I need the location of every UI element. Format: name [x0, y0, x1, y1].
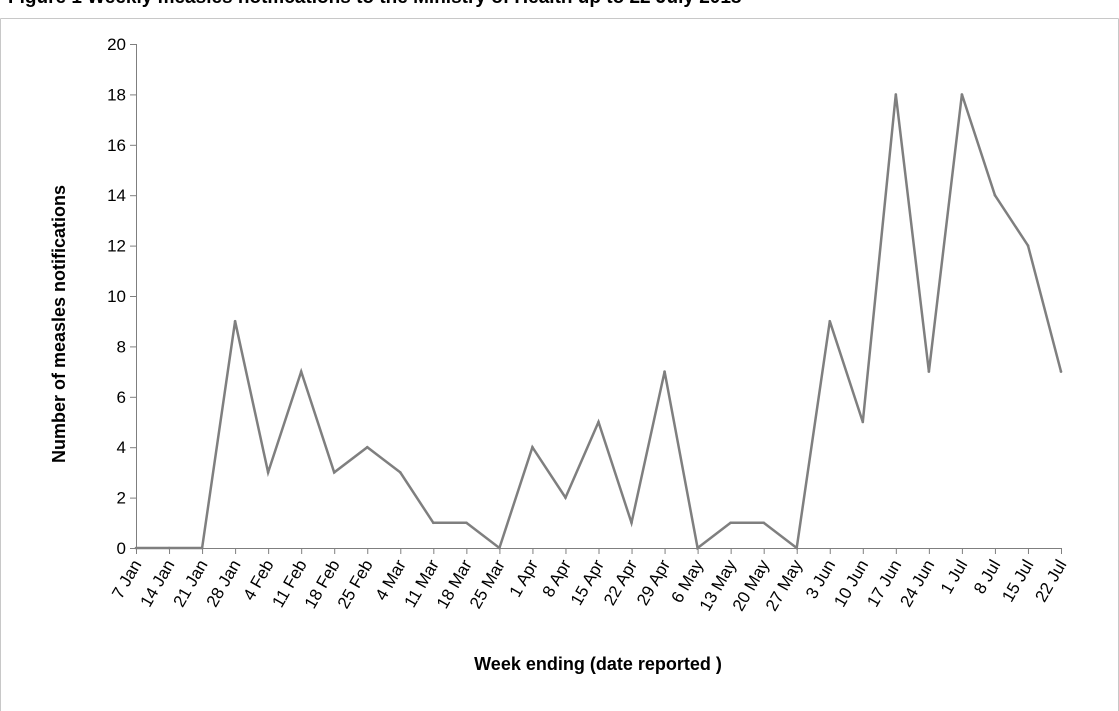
x-axis-label: Week ending (date reported )	[474, 654, 722, 674]
data-point	[696, 546, 699, 550]
x-tick-label: 29 Apr	[633, 556, 674, 608]
data-point	[299, 370, 303, 373]
data-point	[828, 319, 832, 323]
data-point	[630, 521, 633, 525]
data-point	[134, 546, 138, 550]
data-point	[233, 319, 237, 323]
chart-title: Figure 1 Weekly measles notifications to…	[8, 0, 741, 9]
y-tick-label: 16	[107, 136, 126, 155]
x-tick-label: 8 Jul	[970, 557, 1004, 598]
data-point	[332, 471, 336, 474]
data-point	[894, 93, 898, 96]
x-tick-label: 1 Jul	[937, 557, 971, 598]
x-tick-label: 15 Jul	[998, 557, 1037, 606]
x-tick-label: 1 Apr	[506, 556, 542, 600]
y-tick-label: 0	[117, 539, 126, 558]
title-area: Figure 1 Weekly measles notifications to…	[0, 0, 1119, 18]
data-point	[663, 370, 666, 373]
data-point	[861, 420, 865, 424]
y-tick-label: 12	[107, 237, 126, 256]
y-tick-label: 6	[117, 388, 126, 407]
x-tick-label: 22 Jul	[1031, 557, 1070, 606]
y-tick-label: 20	[107, 35, 126, 54]
data-point	[762, 521, 765, 525]
data-point	[465, 521, 468, 525]
data-point	[795, 546, 799, 550]
y-tick-label: 4	[117, 438, 126, 457]
data-point	[729, 521, 732, 525]
data-point	[927, 370, 931, 373]
data-point	[1026, 244, 1030, 247]
y-axis: 0 2 4 6 8 10 12 14 16 18 20	[107, 35, 137, 558]
data-point	[531, 445, 534, 449]
data-point	[266, 471, 270, 474]
y-tick-label: 10	[107, 287, 126, 306]
data-point	[200, 546, 204, 550]
data-point	[167, 546, 171, 550]
data-point	[993, 193, 997, 197]
data-point	[432, 521, 435, 525]
data-point	[365, 445, 369, 449]
y-tick-label: 2	[117, 489, 126, 508]
y-tick-label: 18	[107, 85, 126, 104]
data-point	[564, 496, 567, 499]
data-point	[960, 93, 964, 96]
data-point	[597, 420, 600, 424]
y-tick-label: 8	[117, 337, 126, 356]
data-point	[398, 471, 402, 474]
series-line	[136, 94, 1063, 551]
y-axis-label: Number of measles notifications	[49, 185, 69, 463]
data-point	[1059, 370, 1063, 373]
series-layer	[134, 93, 1063, 551]
y-tick-label: 14	[107, 186, 126, 205]
data-point	[498, 546, 501, 550]
